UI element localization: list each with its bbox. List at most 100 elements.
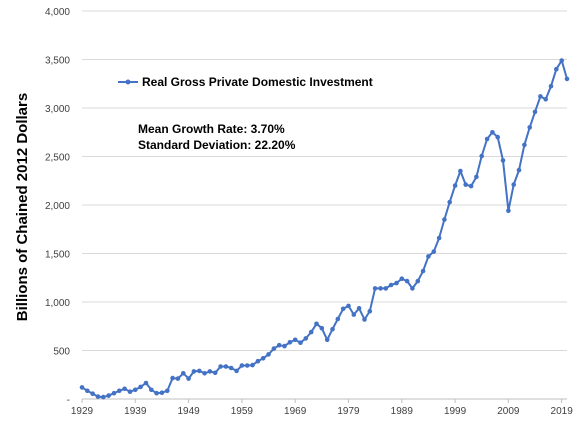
x-tick-label: 1929	[71, 406, 94, 417]
data-point	[426, 254, 431, 259]
data-point	[527, 125, 532, 130]
data-point	[522, 142, 527, 148]
annotation-box: Mean Growth Rate: 3.70% Standard Deviati…	[138, 122, 296, 152]
x-tick-label: 1949	[177, 406, 200, 417]
data-point	[228, 365, 234, 371]
data-point	[170, 375, 175, 381]
mean-growth-annotation: Mean Growth Rate: 3.70%	[138, 122, 285, 136]
gridlines	[82, 10, 567, 351]
data-point	[298, 340, 303, 346]
data-point	[212, 370, 218, 376]
data-point	[559, 58, 564, 63]
data-point	[319, 325, 325, 331]
data-point	[159, 390, 165, 396]
data-point	[346, 303, 351, 309]
data-point	[490, 130, 495, 135]
data-point	[197, 368, 202, 374]
data-point	[191, 369, 197, 374]
data-point	[101, 394, 106, 400]
x-tick-label: 1939	[124, 406, 147, 417]
data-point	[442, 217, 447, 222]
data-point	[356, 306, 362, 311]
data-point	[85, 388, 90, 394]
data-point	[111, 390, 117, 396]
x-tick-label: 2019	[551, 406, 574, 417]
series-line	[81, 59, 568, 399]
y-tick-label: 3,500	[45, 56, 70, 67]
data-point	[340, 306, 346, 312]
data-point	[538, 94, 543, 99]
data-point	[548, 83, 554, 89]
std-dev-annotation: Standard Deviation: 22.20%	[138, 138, 296, 152]
data-point	[383, 286, 389, 291]
data-point	[117, 388, 122, 394]
data-point	[458, 168, 463, 174]
data-point	[511, 182, 516, 187]
data-point	[415, 278, 421, 284]
data-point	[484, 136, 490, 142]
data-point	[149, 387, 154, 393]
data-point	[452, 183, 458, 188]
series-line-group	[79, 58, 570, 400]
data-point	[330, 326, 335, 332]
data-point	[388, 282, 394, 288]
y-tick-label: 4,000	[45, 7, 70, 18]
data-point	[420, 268, 426, 274]
data-point	[95, 394, 101, 399]
data-point	[244, 363, 250, 368]
data-point	[554, 66, 559, 72]
data-point	[495, 134, 501, 140]
y-tick-label: 3,000	[45, 104, 70, 115]
data-point	[287, 340, 293, 345]
data-point	[276, 342, 282, 348]
data-point	[165, 388, 170, 394]
data-point	[154, 390, 159, 396]
legend-dot-marker	[125, 79, 131, 85]
data-point	[138, 384, 143, 390]
data-point	[399, 276, 405, 282]
y-tick-label: 2,000	[45, 201, 70, 212]
x-tick-label: 1979	[337, 406, 360, 417]
data-point	[202, 371, 207, 376]
data-point	[250, 362, 255, 368]
data-point	[367, 308, 373, 314]
data-point	[378, 286, 383, 291]
data-point	[79, 385, 85, 390]
data-point	[474, 174, 479, 180]
data-point	[463, 182, 469, 187]
data-point	[133, 387, 138, 393]
y-axis-title: Billions of Chained 2012 Dollars	[14, 93, 31, 321]
x-tick-label: 2009	[497, 406, 520, 417]
data-point	[404, 278, 410, 284]
data-point	[543, 97, 548, 102]
data-point	[479, 153, 485, 159]
data-point	[207, 369, 213, 374]
data-point	[239, 363, 245, 368]
data-point	[106, 393, 111, 398]
data-point	[308, 329, 314, 335]
y-tick-label: 2,500	[45, 153, 70, 164]
data-point	[218, 364, 223, 369]
y-tick-label: 1,500	[45, 250, 70, 261]
data-point	[394, 280, 399, 286]
data-point	[532, 109, 538, 115]
data-point	[431, 249, 437, 254]
data-point	[175, 376, 181, 381]
data-point	[351, 312, 357, 317]
data-point	[181, 371, 186, 376]
data-point	[324, 337, 330, 343]
data-point	[271, 346, 277, 351]
data-point	[282, 343, 287, 349]
y-tick-label: -	[67, 395, 70, 406]
data-point	[410, 286, 415, 291]
data-point	[335, 316, 341, 322]
data-point	[186, 376, 191, 381]
legend-label: Real Gross Private Domestic Investment	[142, 75, 373, 89]
data-point	[314, 321, 319, 327]
x-tick-labels: 1929 1939 1949 1959 1969 1979 1989 1999 2009 2019	[71, 406, 573, 417]
data-point	[303, 336, 309, 341]
y-tick-label: 500	[53, 347, 70, 358]
legend: Real Gross Private Domestic Investment	[118, 75, 373, 89]
data-point	[372, 286, 378, 291]
